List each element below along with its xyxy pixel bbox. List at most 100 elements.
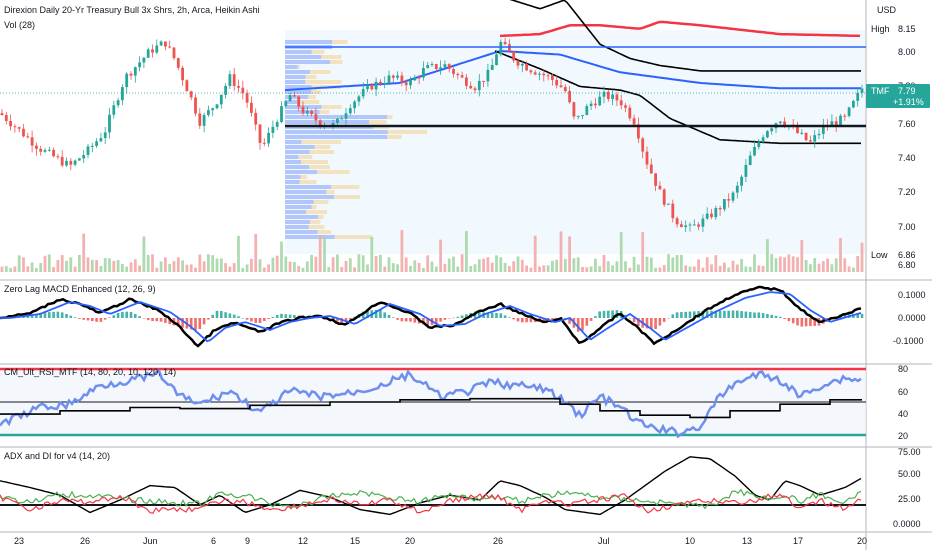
candle-body: [628, 107, 632, 119]
volume-profile-bar: [285, 175, 301, 179]
volume-bar: [787, 254, 791, 272]
macd-histogram-bar: [121, 311, 124, 318]
volume-bar: [413, 260, 417, 272]
macd-histogram-bar: [151, 318, 154, 322]
price-tick: 6.80: [898, 260, 916, 270]
candle-body: [4, 114, 8, 121]
volume-bar: [645, 256, 649, 272]
macd-histogram-bar: [662, 318, 666, 322]
macd-histogram-bar: [460, 315, 464, 318]
volume-bar: [215, 258, 219, 272]
volume-bar: [740, 259, 743, 272]
last-price-tag[interactable]: [866, 84, 930, 108]
candle-body: [611, 94, 614, 99]
volume-profile-bar: [309, 150, 335, 154]
volume-bar: [641, 232, 645, 272]
volume-bar: [383, 266, 387, 272]
candle-body: [710, 213, 713, 218]
candle-body: [589, 103, 593, 107]
macd-histogram-bar: [809, 318, 812, 327]
volume-bar: [331, 257, 335, 272]
upper-band-line: [499, 20, 861, 38]
volume-bar: [65, 260, 68, 272]
volume-label: Vol (28): [4, 20, 35, 30]
high-value: 8.15: [898, 24, 916, 34]
candle-body: [245, 93, 249, 103]
volume-bar: [731, 260, 735, 272]
candle-body: [198, 113, 202, 126]
volume-bar: [30, 262, 34, 272]
candle-body: [103, 132, 107, 139]
volume-bar: [860, 242, 864, 272]
volume-profile-bar: [305, 80, 342, 84]
volume-bar: [821, 261, 825, 272]
candle-body: [250, 102, 253, 113]
volume-bar: [121, 263, 124, 272]
volume-profile-bar: [331, 185, 360, 189]
volume-bar: [35, 267, 38, 272]
candle-body: [856, 92, 860, 101]
macd-histogram-bar: [254, 318, 257, 323]
candle-body: [271, 126, 275, 133]
volume-bar: [628, 267, 632, 272]
last-price: 7.79: [898, 86, 916, 96]
volume-bar: [69, 257, 73, 272]
volume-bar: [443, 263, 447, 272]
volume-profile-bar: [285, 145, 315, 149]
candle-body: [447, 64, 451, 70]
volume-bar: [176, 257, 180, 272]
candle-body: [495, 54, 498, 66]
macd-histogram-bar: [400, 318, 404, 322]
volume-profile-bar: [387, 135, 402, 139]
candle-body: [357, 96, 361, 102]
macd-histogram-bar: [791, 318, 795, 324]
rsi-pane: [0, 369, 862, 439]
rsi-tick: 60: [898, 387, 908, 397]
price-tick: 8.00: [898, 47, 916, 57]
candle-body: [400, 75, 404, 83]
volume-bar: [465, 231, 468, 272]
moving-average-line: [284, 50, 861, 91]
candle-body: [426, 65, 430, 69]
volume-profile-bar: [285, 140, 302, 144]
macd-histogram-bar: [516, 318, 520, 322]
macd-histogram-bar: [796, 318, 799, 326]
candle-body: [95, 141, 98, 146]
volume-bar: [13, 266, 17, 272]
volume-profile-bar: [285, 80, 306, 84]
volume-bar: [542, 265, 546, 272]
macd-histogram-bar: [65, 314, 68, 318]
volume-bar: [658, 267, 662, 272]
macd-histogram-bar: [344, 318, 348, 322]
volume-bar: [516, 256, 520, 272]
macd-histogram-bar: [409, 318, 412, 322]
candle-body: [189, 91, 193, 98]
macd-histogram-bar: [293, 315, 296, 318]
volume-bar: [856, 255, 860, 272]
macd-histogram-bar: [456, 316, 460, 318]
volume-profile-bar: [298, 155, 313, 159]
macd-tick: -0.1000: [893, 336, 924, 346]
volume-bar: [486, 257, 490, 272]
volume-profile-bar: [285, 65, 298, 69]
candle-body: [430, 64, 434, 66]
candle-body: [73, 160, 77, 165]
candle-body: [99, 138, 103, 142]
volume-bar: [654, 267, 657, 272]
volume-profile-bar: [285, 230, 318, 234]
macd-histogram-bar: [499, 313, 503, 318]
macd-histogram-bar: [56, 311, 60, 318]
macd-histogram-bar: [671, 314, 675, 318]
currency-label[interactable]: USD: [877, 5, 897, 15]
time-axis[interactable]: 23 26 Jun 6 9 12 15 20 26 Jul 10 13 17 2…: [14, 536, 867, 546]
volume-bar: [357, 254, 361, 272]
volume-bar: [761, 265, 765, 272]
macd-histogram-bar: [740, 311, 743, 318]
candle-body: [396, 75, 399, 78]
candle-body: [477, 80, 481, 91]
volume-bar: [482, 258, 485, 272]
candle-body: [284, 101, 288, 107]
volume-profile-bar: [310, 220, 321, 224]
candle-body: [796, 126, 799, 133]
